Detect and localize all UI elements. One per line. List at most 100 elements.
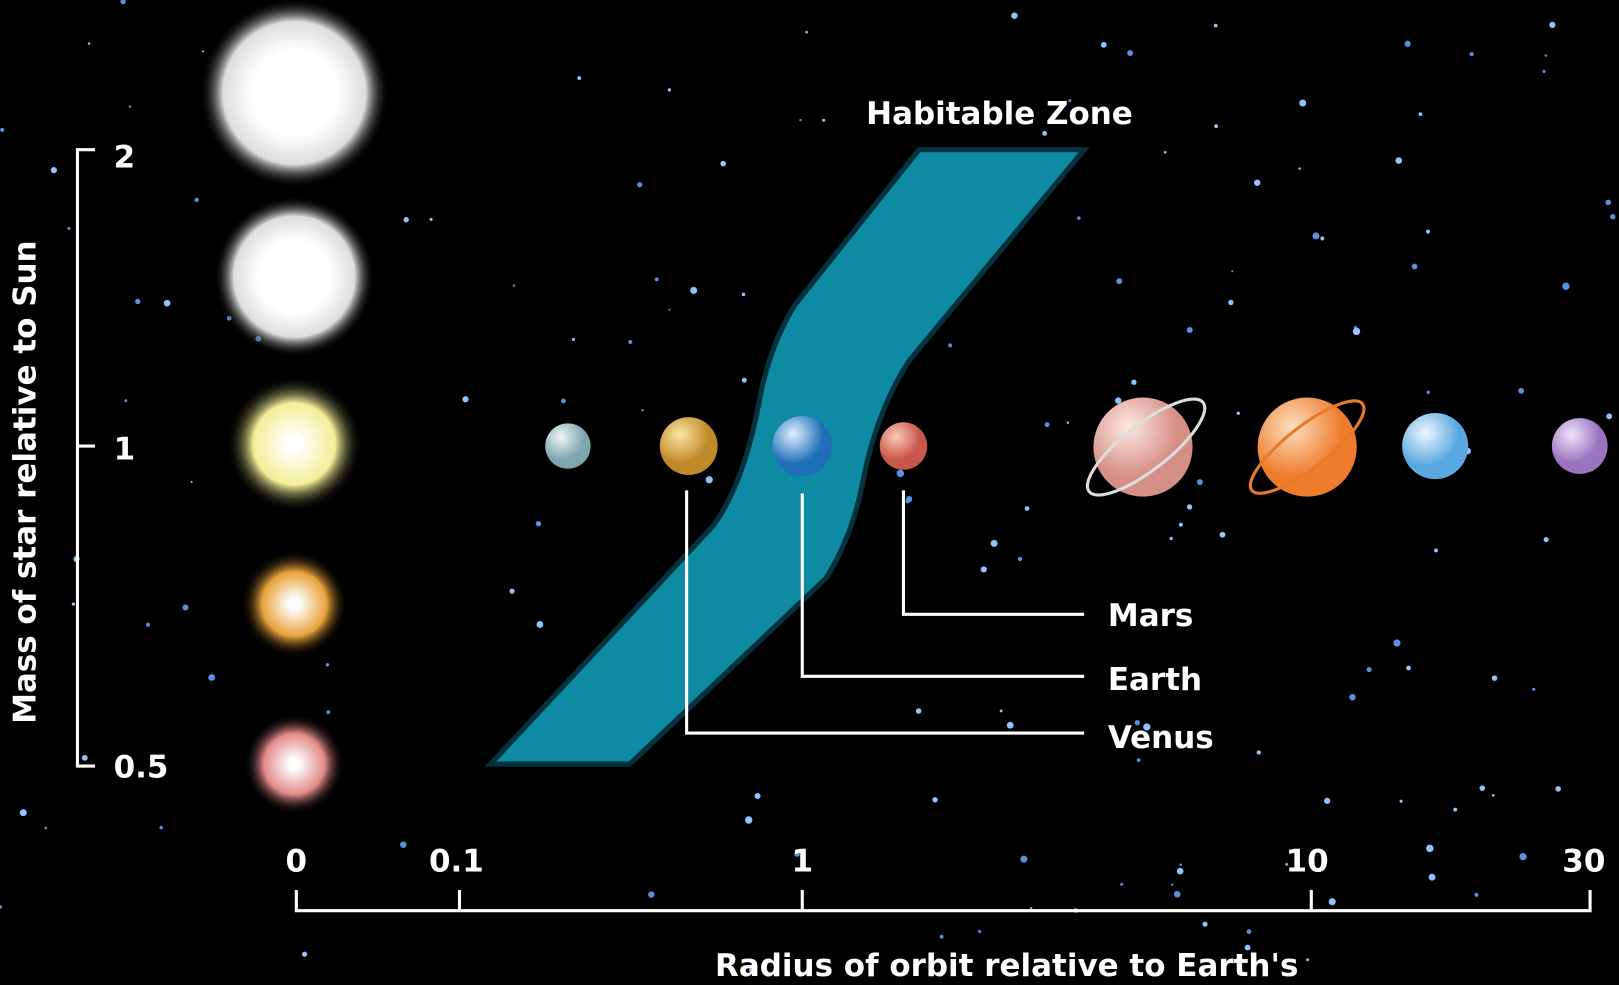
- star-dot: [1393, 639, 1400, 646]
- star-dot: [1367, 667, 1372, 672]
- star-dot: [135, 299, 140, 304]
- star-dot: [1492, 794, 1495, 797]
- star-dot: [668, 88, 671, 91]
- star-dot: [948, 343, 952, 347]
- star-dot: [1306, 958, 1309, 961]
- star-dot: [159, 826, 163, 830]
- star-dot: [690, 287, 697, 294]
- x-tick-label: 1: [791, 844, 813, 880]
- star-dot: [462, 396, 468, 402]
- x-tick-label: 10: [1286, 844, 1329, 880]
- star-dot: [1426, 230, 1430, 234]
- planet-neptune: [1552, 418, 1608, 474]
- star-dot: [164, 300, 171, 307]
- star-dot: [1544, 537, 1549, 542]
- planet-label: Earth: [1108, 662, 1202, 698]
- star-dot: [1519, 853, 1526, 860]
- star-dot: [745, 816, 752, 823]
- star-dot: [1412, 264, 1418, 270]
- star-dot: [1237, 412, 1240, 415]
- star-dot: [20, 809, 27, 816]
- star-dot: [1479, 785, 1485, 791]
- star-dot: [509, 589, 514, 594]
- star-dot: [0, 128, 4, 132]
- star-dot: [668, 309, 670, 311]
- star-dot: [1320, 236, 1324, 240]
- star-dot: [1131, 380, 1136, 385]
- star-dot: [404, 217, 409, 222]
- star-dot: [1164, 151, 1167, 154]
- star-dot: [1011, 12, 1017, 18]
- star-dot: [1170, 537, 1173, 540]
- star-dot: [1257, 750, 1261, 754]
- star-dot: [561, 399, 566, 404]
- star-dot: [430, 218, 433, 221]
- star-dot: [655, 277, 659, 281]
- star-dot: [326, 663, 329, 666]
- star-dot: [981, 566, 987, 572]
- planet-venus: [660, 417, 718, 475]
- planet-uranus: [1402, 413, 1468, 479]
- star-dot: [1171, 884, 1173, 886]
- star-dot: [897, 470, 904, 477]
- star-dot: [513, 284, 515, 286]
- star-dot: [208, 674, 215, 681]
- star-dot: [1025, 506, 1030, 511]
- star-dot: [1007, 722, 1014, 729]
- star-dot: [1427, 391, 1430, 394]
- star-dot: [1542, 70, 1545, 73]
- star-dot: [1116, 278, 1122, 284]
- star-dot: [1426, 845, 1433, 852]
- star-dot: [1562, 282, 1569, 289]
- star-large: [199, 0, 389, 188]
- star-dot: [1545, 54, 1547, 56]
- star-dot: [67, 227, 70, 230]
- planet-saturn: [1258, 398, 1357, 497]
- x-axis-label: Radius of orbit relative to Earth's: [715, 948, 1298, 984]
- star-dot: [1197, 479, 1203, 485]
- star-dot: [991, 540, 998, 547]
- star-dot: [799, 119, 801, 121]
- star-dot: [88, 42, 90, 44]
- star-dot: [1214, 24, 1218, 28]
- star-dot: [1549, 22, 1555, 28]
- star-dot: [537, 621, 544, 628]
- star-dot: [577, 76, 581, 80]
- star-dot: [1137, 758, 1141, 762]
- star-dot: [1179, 863, 1181, 865]
- star-dot: [1177, 868, 1184, 875]
- star-dot: [1555, 786, 1561, 792]
- star-dot: [1299, 100, 1306, 107]
- star-dot: [1470, 52, 1474, 56]
- star-dot: [1179, 523, 1183, 527]
- star-dot: [1349, 694, 1355, 700]
- star-dot: [536, 521, 541, 526]
- diagram: Habitable Zone Mars Earth Venus 2 1 0.5 …: [0, 0, 1619, 985]
- star-dot: [1329, 898, 1336, 905]
- star-dot: [1220, 532, 1226, 538]
- page: {"title": "Habitable Zone", "y_axis": {"…: [0, 0, 1619, 985]
- star-dot: [45, 827, 48, 830]
- star-dot: [1406, 666, 1411, 671]
- star-dot: [1077, 216, 1081, 220]
- star-dot: [1202, 922, 1207, 927]
- star-dot: [932, 797, 937, 802]
- star-dot: [302, 952, 307, 957]
- star-dot: [1518, 388, 1524, 394]
- star-dot: [1405, 41, 1411, 47]
- star-dot: [51, 167, 57, 173]
- planet-mercury: [545, 423, 590, 468]
- planet-label: Venus: [1108, 720, 1214, 756]
- star-dot: [706, 476, 713, 483]
- star-orange: [241, 550, 348, 657]
- star-dot: [1247, 929, 1252, 934]
- star-dot: [978, 930, 981, 933]
- star-dot: [755, 793, 761, 799]
- star-dot: [191, 481, 193, 483]
- planet-mars: [880, 422, 927, 469]
- star-dot: [1187, 504, 1192, 509]
- star-dot: [82, 755, 88, 761]
- star-dot: [805, 31, 808, 34]
- star-dot: [742, 293, 746, 297]
- y-tick-label: 0.5: [114, 750, 169, 786]
